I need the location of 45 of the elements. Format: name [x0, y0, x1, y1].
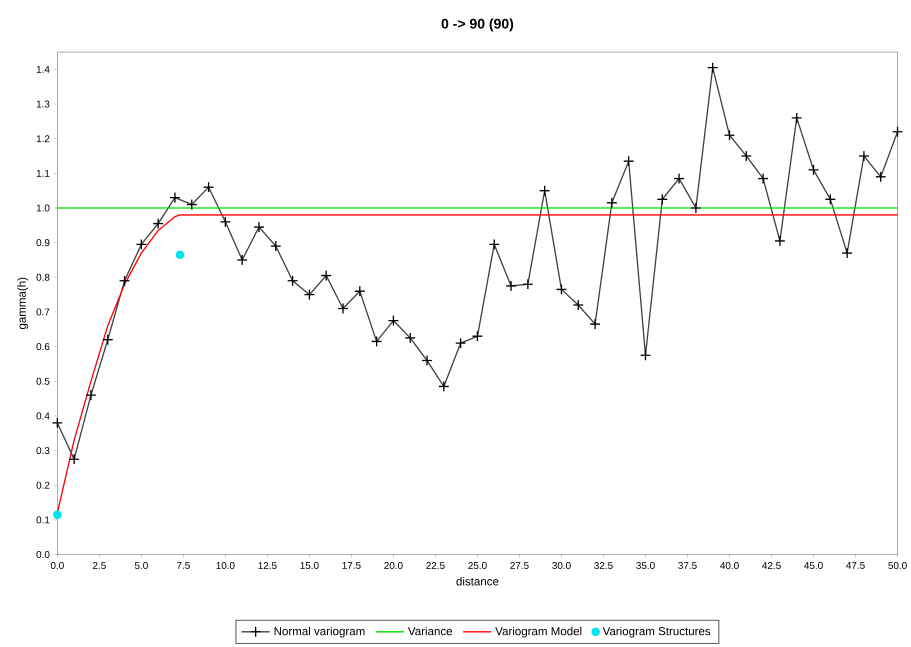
x-tick-label: 47.5	[846, 562, 865, 569]
x-tick-label: 35.0	[636, 562, 655, 569]
legend-label: Normal variogram	[274, 626, 364, 638]
y-tick-label: 0.1	[36, 516, 50, 524]
y-axis-title: gamma(h)	[17, 278, 28, 329]
y-tick-label: 0.8	[36, 274, 50, 281]
x-tick-label: 32.5	[594, 562, 613, 569]
x-tick-label: 15.0	[300, 562, 319, 569]
y-tick-label: 0.2	[36, 482, 50, 489]
x-tick-label: 20.0	[384, 562, 403, 569]
x-tick-label: 50.0	[888, 562, 907, 569]
x-tick-label: 40.0	[720, 562, 739, 569]
x-tick-label: 25.0	[468, 562, 487, 569]
x-tick-label: 2.5	[92, 562, 106, 569]
y-tick-label: 0.6	[36, 342, 50, 350]
x-tick-label: 10.0	[216, 562, 235, 569]
legend-label: Variogram Structures	[602, 626, 710, 638]
y-tick-label: 0.3	[36, 446, 50, 454]
x-tick-label: 7.5	[177, 562, 190, 569]
x-tick-label: 45.0	[804, 562, 823, 569]
x-tick-label: 12.5	[258, 562, 277, 569]
x-tick-label: 27.5	[510, 562, 529, 569]
y-tick-label: 0.0	[36, 550, 50, 558]
x-tick-label: 42.5	[762, 562, 781, 569]
y-tick-label: 0.9	[36, 238, 50, 246]
legend-label: Variance	[408, 626, 452, 636]
y-tick-label: 1.1	[36, 170, 50, 177]
y-tick-label: 0.5	[36, 378, 50, 385]
x-tick-label: 5.0	[134, 562, 148, 569]
x-axis-title: distance	[456, 576, 498, 586]
point	[53, 510, 62, 519]
x-tick-label: 0.0	[50, 562, 64, 569]
y-tick-label: 1.0	[36, 204, 50, 212]
point	[176, 250, 184, 259]
y-tick-label: 0.4	[36, 412, 50, 420]
x-tick-label: 37.5	[678, 562, 697, 569]
y-tick-label: 0.7	[36, 308, 50, 316]
y-tick-label: 1.4	[36, 66, 50, 73]
legend-label: Variogram Model	[495, 626, 582, 638]
x-tick-label: 22.5	[426, 562, 445, 569]
x-tick-label: 17.5	[342, 562, 361, 569]
chart-title: 0 -> 90 (90)	[442, 18, 514, 32]
y-tick-label: 1.3	[36, 100, 50, 108]
x-tick-label: 30.0	[552, 562, 571, 569]
y-tick-label: 1.2	[36, 135, 50, 142]
